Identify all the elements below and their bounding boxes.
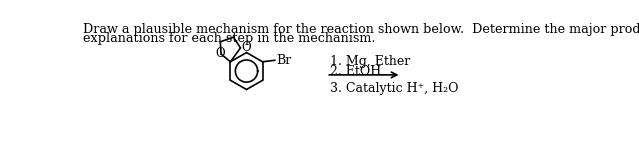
- Text: O: O: [242, 41, 251, 54]
- Text: explanations for each step in the mechanism.: explanations for each step in the mechan…: [83, 32, 376, 45]
- Text: Draw a plausible mechanism for the reaction shown below.  Determine the major pr: Draw a plausible mechanism for the react…: [83, 23, 639, 35]
- Text: Br: Br: [276, 54, 291, 67]
- Text: 1. Mg, Ether: 1. Mg, Ether: [330, 55, 410, 68]
- Text: O: O: [215, 47, 224, 60]
- Text: 2. EtOH: 2. EtOH: [330, 64, 381, 78]
- Text: 3. Catalytic H⁺, H₂O: 3. Catalytic H⁺, H₂O: [330, 82, 459, 95]
